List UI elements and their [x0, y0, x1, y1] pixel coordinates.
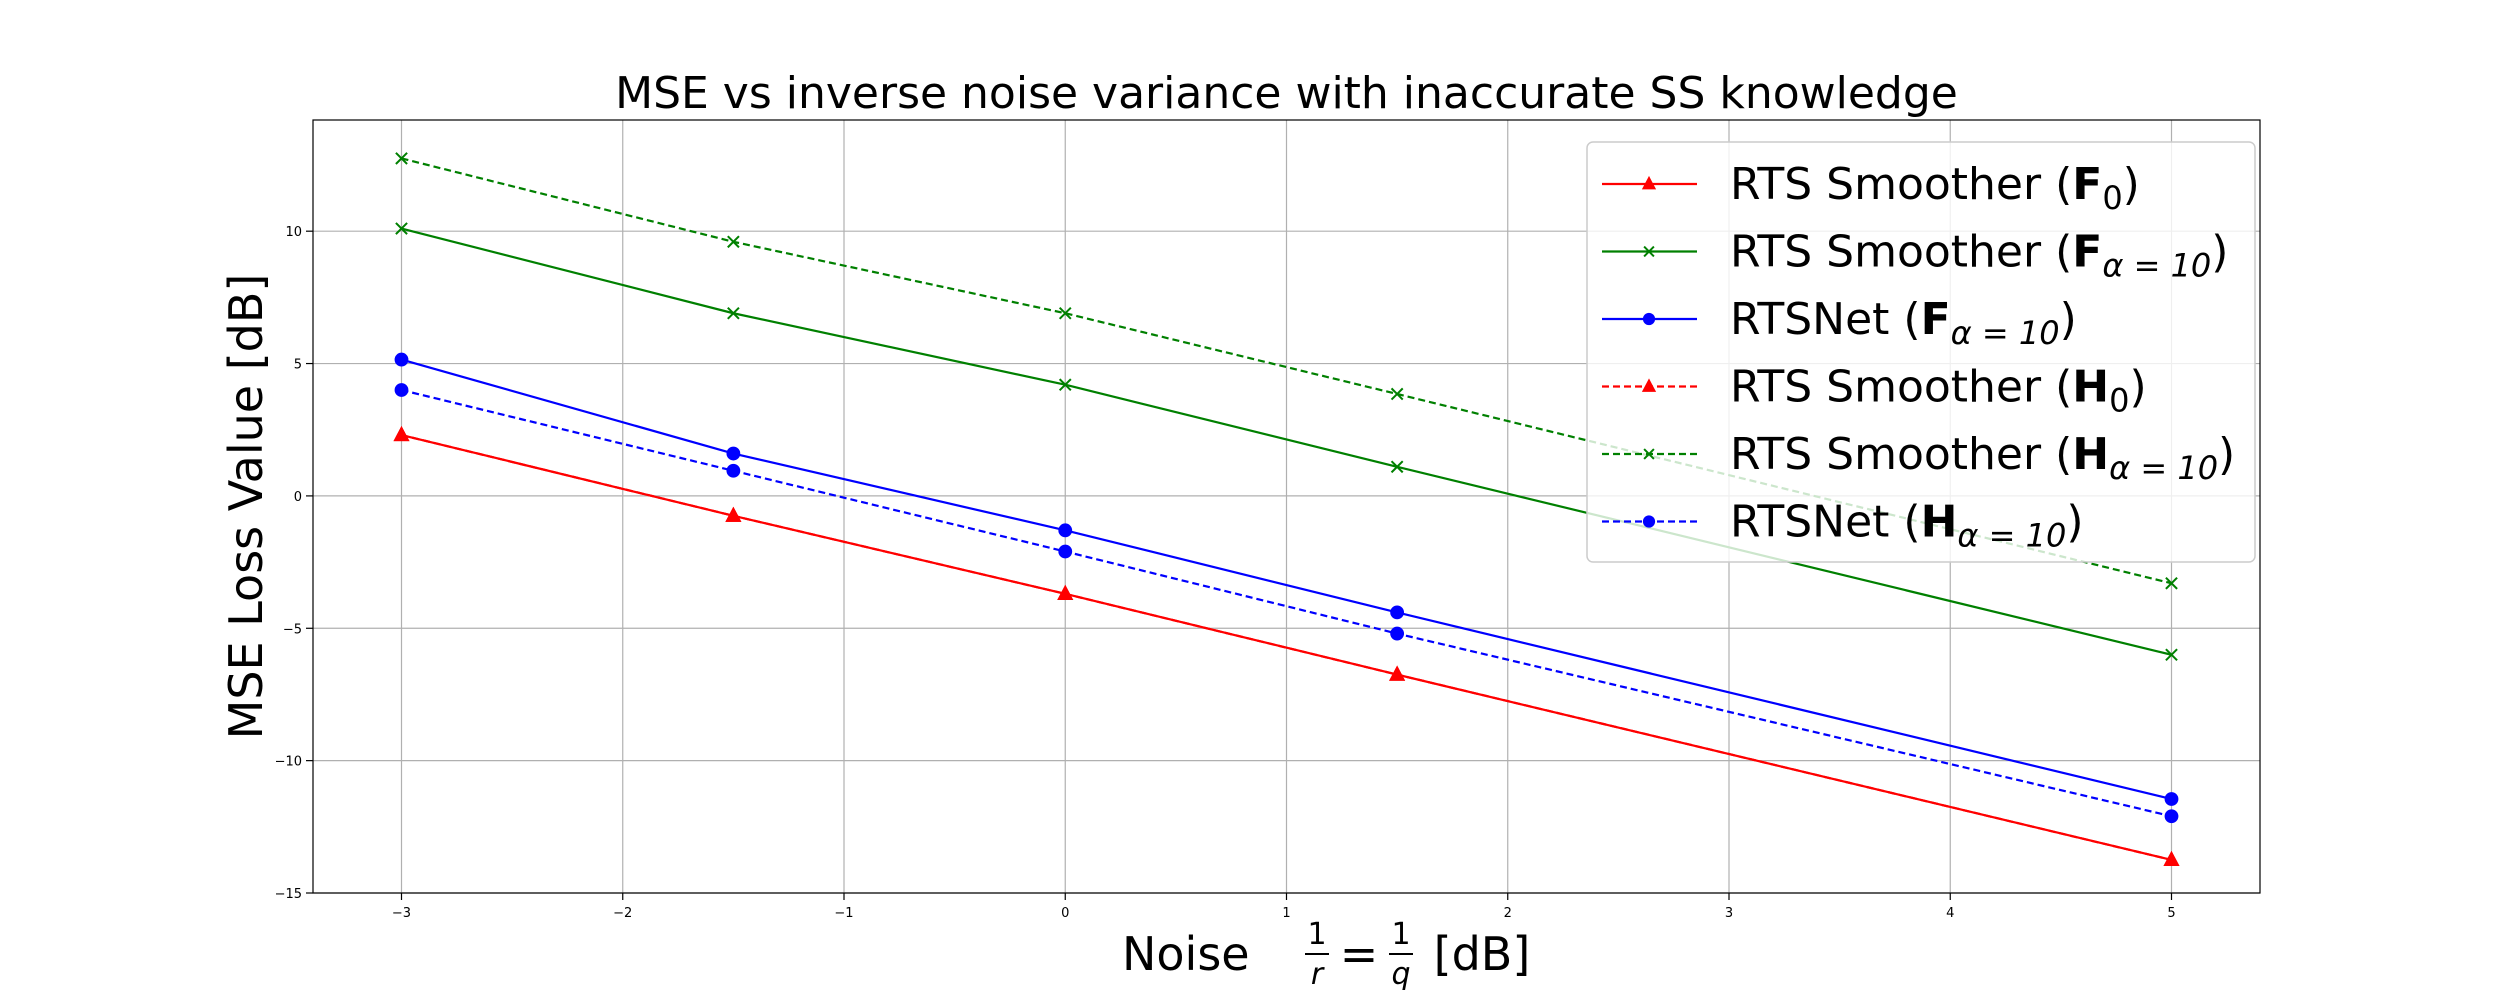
circle-marker: [726, 446, 741, 461]
x-marker: [727, 235, 740, 249]
y-axis-label: MSE Loss Value [dB]: [219, 274, 273, 740]
legend-entry-5: RTSNet (Hα = 10): [1602, 497, 2084, 555]
x-tick-label: 1: [1282, 906, 1290, 921]
x-tick-label: 0: [1061, 906, 1069, 921]
circle-marker: [2164, 809, 2179, 824]
triangle-marker: [2163, 850, 2180, 867]
legend-entry-1: RTS Smoother (Fα = 10): [1602, 227, 2228, 285]
x-label-frac2-numerator: 1: [1391, 917, 1410, 952]
circle-marker: [394, 383, 409, 397]
legend-entry-3: RTS Smoother (H0): [1602, 362, 2147, 420]
legend-box: [1586, 141, 2256, 563]
legend-label: RTSNet (Hα = 10): [1730, 497, 2084, 555]
triangle-marker: [1389, 665, 1406, 681]
x-marker: [1058, 378, 1072, 392]
x-label-prefix: Noise: [1122, 927, 1264, 981]
x-marker: [395, 222, 408, 235]
y-tick-label: 5: [294, 358, 302, 373]
x-marker: [1643, 245, 1655, 258]
circle-marker: [1390, 605, 1405, 620]
x-marker: [1390, 460, 1404, 474]
triangle-marker: [1641, 175, 1657, 190]
y-tick-label: −5: [283, 622, 302, 637]
triangle-marker: [725, 506, 742, 522]
circle-marker: [1058, 523, 1073, 538]
x-label-suffix: [dB]: [1419, 927, 1530, 981]
legend-label: RTS Smoother (F0): [1730, 159, 2140, 217]
x-tick-label: 2: [1504, 906, 1512, 921]
circle-marker: [1058, 544, 1073, 559]
legend-entry-2: RTSNet (Fα = 10): [1602, 294, 2077, 352]
legend-label: RTS Smoother (Hα = 10): [1730, 429, 2235, 487]
series-3: [393, 425, 2180, 867]
x-marker: [727, 306, 740, 320]
triangle-marker: [393, 425, 410, 442]
x-tick-label: −2: [613, 906, 632, 921]
legend-label: RTS Smoother (Fα = 10): [1730, 227, 2228, 285]
x-marker: [1058, 306, 1072, 320]
x-tick-label: 5: [2167, 906, 2175, 921]
y-tick-label: 0: [294, 490, 302, 505]
x-label-frac1-denominator: r: [1311, 957, 1325, 992]
circle-marker: [1642, 515, 1656, 528]
circle-marker: [726, 463, 741, 478]
x-label-frac1-numerator: 1: [1307, 917, 1326, 952]
circle-marker: [394, 352, 409, 367]
series-5: [394, 383, 2179, 824]
circle-marker: [2164, 792, 2179, 806]
legend-label: RTS Smoother (H0): [1730, 362, 2147, 420]
x-tick-label: 4: [1946, 906, 1954, 921]
triangle-marker: [1057, 584, 1074, 600]
legend-entry-4: RTS Smoother (Hα = 10): [1602, 429, 2235, 487]
x-marker: [2165, 576, 2178, 590]
x-tick-label: −1: [834, 906, 853, 921]
x-marker: [1390, 387, 1404, 401]
triangle-marker: [1641, 378, 1657, 392]
legend: RTS Smoother (F0) RTS Smoother (Fα = 10) R…: [1586, 141, 2256, 563]
x-tick-label: 3: [1725, 906, 1733, 921]
y-tick-label: −15: [275, 887, 302, 902]
x-label-frac2-denominator: q: [1391, 957, 1410, 992]
x-marker: [395, 152, 408, 165]
chart-title: MSE vs inverse noise variance with inacc…: [615, 68, 1958, 119]
legend-entry-0: RTS Smoother (F0): [1602, 159, 2140, 217]
x-tick-label: −3: [392, 906, 411, 921]
x-marker: [1643, 448, 1655, 460]
x-marker: [2165, 648, 2178, 662]
circle-marker: [1390, 626, 1405, 641]
y-tick-label: −10: [275, 755, 302, 770]
circle-marker: [1642, 312, 1656, 326]
series-2: [394, 352, 2179, 806]
y-tick-label: 10: [285, 225, 302, 240]
x-axis-label: Noise 1 r = 1 q [dB]: [1122, 917, 1530, 992]
x-label-equals: =: [1340, 927, 1379, 981]
legend-label: RTSNet (Fα = 10): [1730, 294, 2077, 352]
